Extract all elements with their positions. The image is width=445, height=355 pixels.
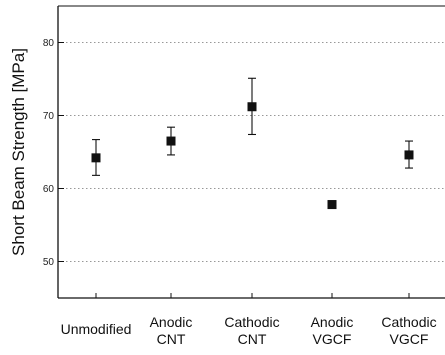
error-bars [92, 77, 413, 209]
data-points [91, 102, 414, 210]
y-tick-label: 50 [43, 257, 55, 268]
category-labels: Unmodified AnodicCNTCathodicCNTAnodicVGCF… [61, 314, 437, 347]
data-point-3 [327, 200, 337, 210]
y-axis-label: Short Beam Strength [MPa] [9, 48, 28, 256]
category-label: Cathodic [224, 314, 279, 330]
data-point-1 [166, 136, 176, 146]
y-ticks: 50 60 70 80 [43, 38, 64, 268]
category-label: Anodic [311, 314, 354, 330]
y-tick-label: 60 [43, 184, 55, 195]
category-label: Unmodified [61, 321, 132, 337]
category-label: CNT [238, 331, 267, 347]
grid-lines [58, 42, 445, 262]
category-label: Cathodic [381, 314, 436, 330]
category-label: CNT [157, 331, 186, 347]
category-label: VGCF [390, 331, 429, 347]
y-tick-label: 80 [43, 38, 55, 49]
data-point-0 [91, 153, 101, 163]
category-label: Anodic [150, 314, 193, 330]
x-ticks [95, 293, 410, 298]
data-point-4 [404, 150, 414, 160]
data-point-2 [247, 102, 257, 112]
category-label: VGCF [313, 331, 352, 347]
y-tick-label: 70 [43, 111, 55, 122]
